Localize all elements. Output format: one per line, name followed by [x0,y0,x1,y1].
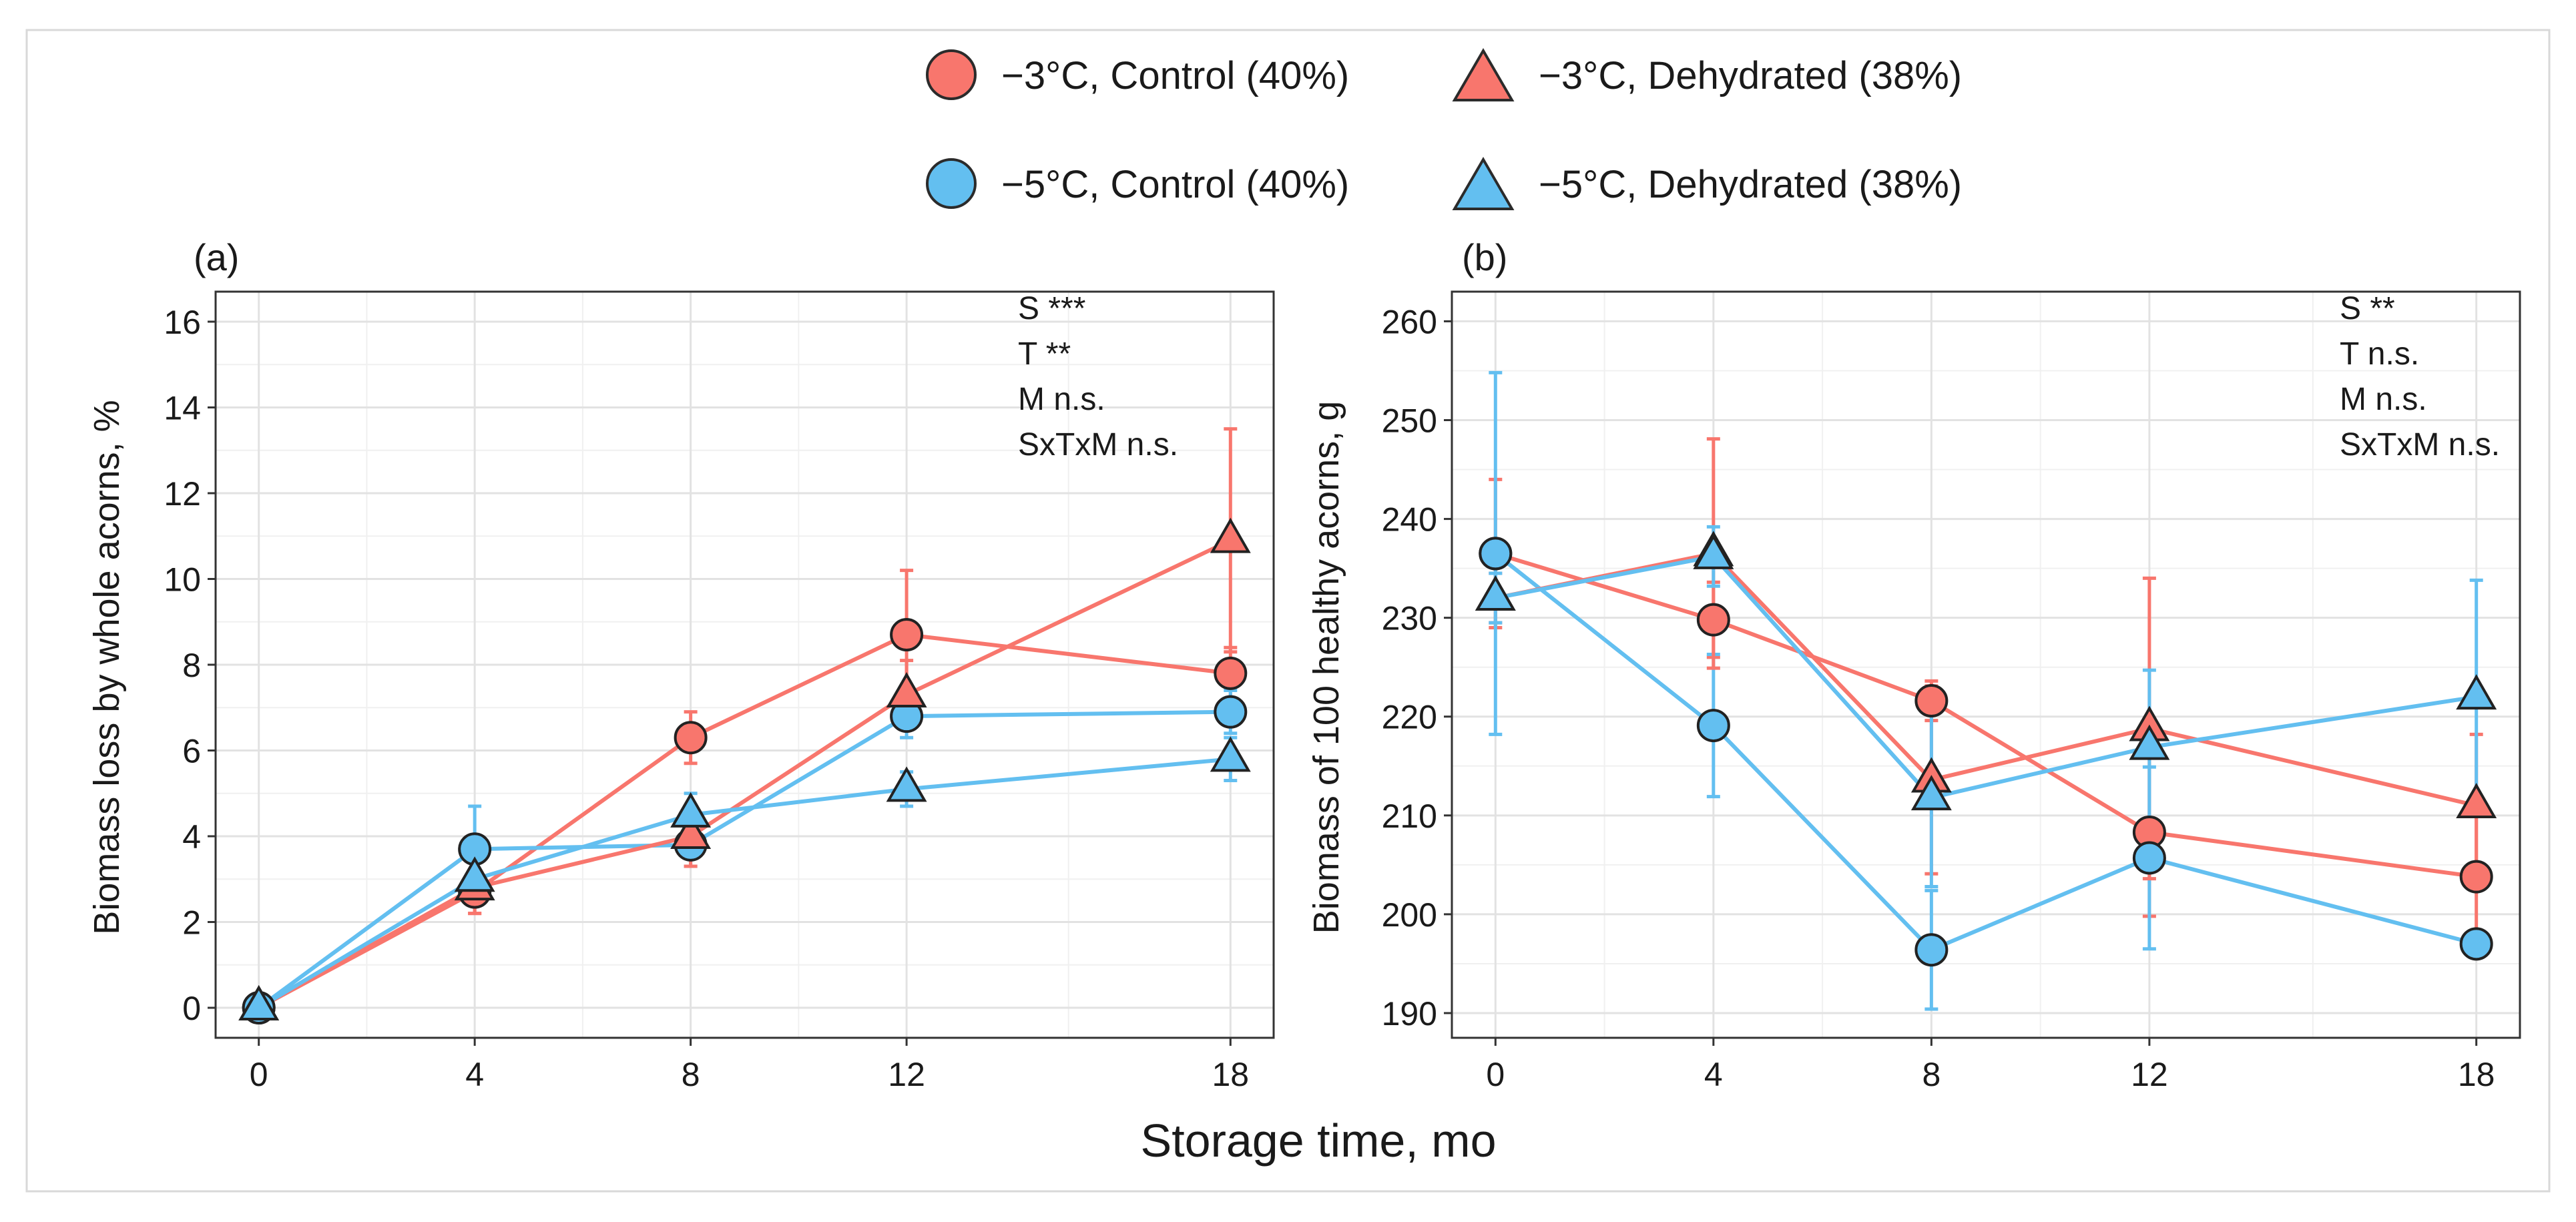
chart-panel-b: (b) Biomass of 100 healthy acorns, g 190… [1306,236,2521,1093]
data-point-triangle [238,985,280,1021]
stats-annotation: S ** T n.s. M n.s. SxTxM n.s. [2340,291,2500,463]
x-tick-label: 4 [1704,1056,1723,1093]
y-tick-label: 220 [1382,699,1437,736]
y-tick-label: 250 [1382,402,1437,440]
y-tick-label: 10 [164,561,201,598]
data-point-triangle [1475,575,1516,611]
series-layer [238,427,1251,1025]
x-tick-label: 12 [2131,1056,2168,1093]
data-point-circle [1914,684,1949,718]
data-point-circle [674,721,708,755]
stat-text: T n.s. [2340,336,2419,372]
stat-text: T ** [1018,336,1071,372]
legend-label: −3°C, Control (40%) [1001,54,1349,97]
x-tick-label: 0 [250,1056,268,1093]
data-point-triangle [454,856,495,892]
y-tick-label: 12 [164,475,201,513]
data-point-circle [1696,709,1730,743]
legend-label: −3°C, Dehydrated (38%) [1539,54,1962,97]
y-tick-label: 8 [182,647,201,684]
y-tick-label: 190 [1382,995,1437,1032]
axes: 190 200 210 220 230 240 250 260 0 4 8 12 18 [1382,303,2495,1093]
legend-marker-triangle [1452,157,1515,210]
data-point-triangle [670,813,712,850]
plot-frame [1451,290,2521,1039]
grid [216,292,1274,1038]
chart-panel-a: (a) Biomass loss by whole acorns, % 0 2 4 6… [87,236,1275,1093]
legend-marker-circle [926,158,977,209]
y-tick-label: 200 [1382,896,1437,934]
x-axis-label: Storage time, mo [1141,1115,1497,1167]
y-tick-label: 230 [1382,600,1437,637]
data-point-triangle [1210,517,1251,553]
data-point-triangle [886,671,927,707]
data-point-triangle [1210,736,1251,772]
data-point-triangle [1910,775,1952,811]
y-tick-label: 4 [182,818,201,856]
y-tick-label: 0 [182,990,201,1027]
data-point-triangle [2456,782,2497,819]
data-point-triangle [2129,724,2170,760]
panel-label: (a) [194,236,239,278]
data-point-triangle [1693,533,1734,569]
legend: −3°C, Control (40%) −3°C, Dehydrated (38… [926,48,1962,210]
y-tick-label: 6 [182,733,201,770]
x-tick-label: 0 [1486,1056,1505,1093]
stat-text: M n.s. [1018,382,1105,417]
data-point-circle [1914,933,1949,967]
x-tick-label: 8 [682,1056,700,1093]
legend-item: −5°C, Dehydrated (38%) [1452,157,1962,210]
stat-text: S *** [1018,291,1085,326]
stat-text: SxTxM n.s. [1018,427,1178,463]
x-tick-label: 8 [1922,1056,1941,1093]
stat-text: SxTxM n.s. [2340,427,2500,463]
legend-marker-triangle [1452,48,1515,101]
y-tick-label: 210 [1382,798,1437,835]
y-tick-label: 2 [182,904,201,942]
data-point-circle [2459,927,2493,961]
data-point-circle [1214,695,1248,729]
y-tick-label: 260 [1382,303,1437,340]
data-point-triangle [2456,674,2497,710]
stat-text: M n.s. [2340,382,2427,417]
data-point-triangle [670,792,712,828]
x-tick-label: 12 [888,1056,925,1093]
data-point-circle [2459,860,2493,894]
x-tick-label: 18 [1212,1056,1249,1093]
figure-frame [25,29,2551,1193]
legend-marker-circle [926,49,977,100]
data-point-circle [1696,603,1730,637]
x-tick-label: 18 [2458,1056,2495,1093]
legend-label: −5°C, Dehydrated (38%) [1539,163,1962,206]
legend-item: −3°C, Control (40%) [926,49,1349,100]
y-tick-label: 16 [164,304,201,341]
y-axis-label: Biomass loss by whole acorns, % [87,400,127,934]
x-tick-label: 4 [465,1056,484,1093]
series-layer [1475,370,2497,1011]
panel-label: (b) [1462,236,1507,278]
legend-label: −5°C, Control (40%) [1001,163,1349,206]
data-point-circle [890,618,924,652]
y-axis-label: Biomass of 100 healthy acorns, g [1306,401,1346,934]
stats-annotation: S *** T ** M n.s. SxTxM n.s. [1018,291,1178,463]
legend-item: −3°C, Dehydrated (38%) [1452,48,1962,101]
data-point-circle [1214,656,1248,690]
legend-item: −5°C, Control (40%) [926,158,1349,209]
data-point-triangle [886,766,927,802]
data-point-circle [1479,537,1513,571]
axes: 0 2 4 6 8 10 12 14 16 0 4 8 12 18 [164,304,1249,1093]
data-point-circle [2132,841,2166,875]
y-tick-label: 240 [1382,501,1437,539]
y-tick-label: 14 [164,389,201,426]
stat-text: S ** [2340,291,2395,326]
